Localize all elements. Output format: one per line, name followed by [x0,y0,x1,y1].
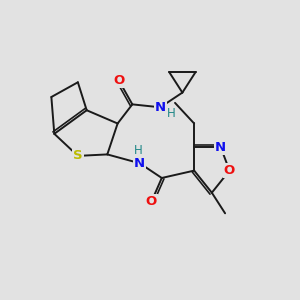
Text: N: N [215,141,226,154]
Text: O: O [224,164,235,177]
Text: H: H [134,144,142,158]
Text: H: H [167,107,176,120]
Text: N: N [134,157,145,170]
Text: O: O [113,74,125,87]
Text: S: S [73,149,83,162]
Text: O: O [146,195,157,208]
Text: N: N [155,101,166,114]
